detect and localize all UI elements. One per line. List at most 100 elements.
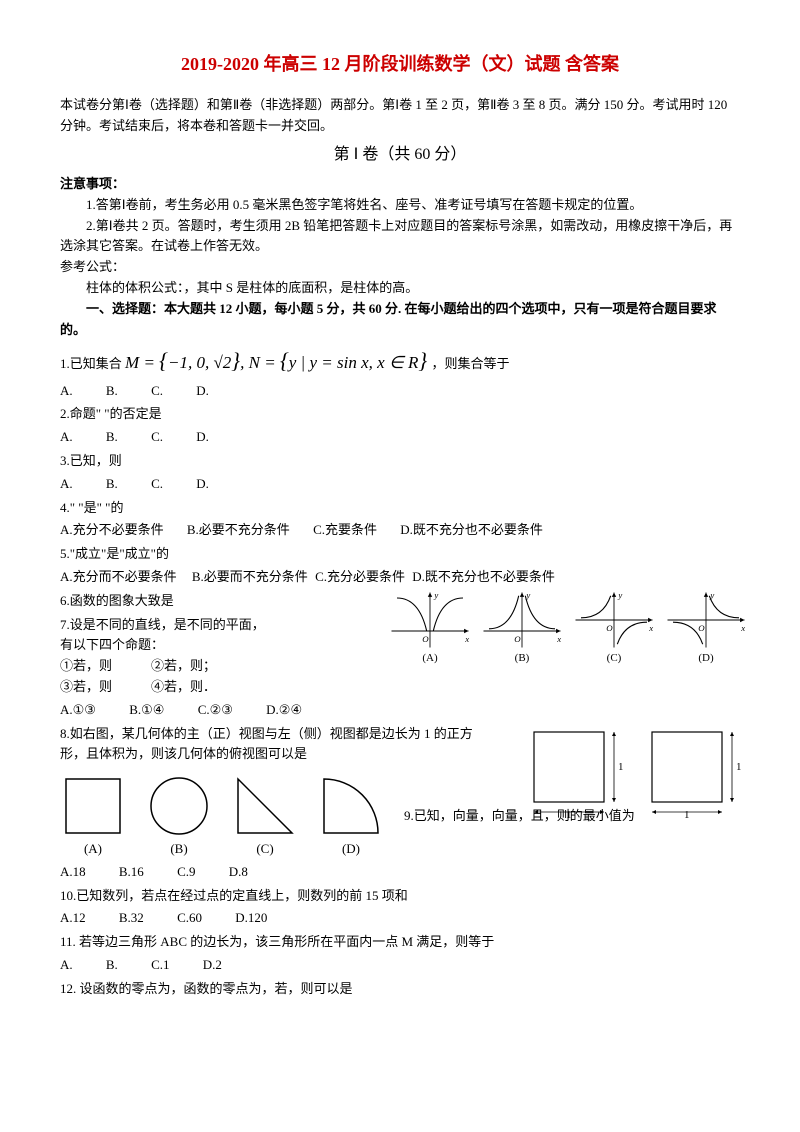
q1-options: A. B. C. D. [60,381,740,402]
opt-d: D.120 [235,910,267,925]
opt-c: C.60 [177,910,202,925]
opt-b: B.必要而不充分条件 [192,569,308,584]
graph-c-label: (C) [607,650,622,668]
q8-front-view: 1 1 [522,724,632,819]
opt-a: A. [60,383,73,398]
graph-a-label: (A) [422,650,437,668]
q7-line4: ③若，则 ④若，则． [60,677,740,698]
svg-text:x: x [740,623,745,633]
q10-options: A.12 B.32 C.60 D.120 [60,908,740,929]
intro-text: 本试卷分第Ⅰ卷（选择题）和第Ⅱ卷（非选择题）两部分。第Ⅰ卷 1 至 2 页，第Ⅱ… [60,95,740,137]
notice-1: 1.答第Ⅰ卷前，考生务必用 0.5 毫米黑色签字笔将姓名、座号、准考证号填写在答… [60,195,740,216]
q1-formula: M = {−1, 0, √2}, N = {y | y = sin x, x ∈… [125,353,431,372]
q3-options: A. B. C. D. [60,474,740,495]
dim-label: 1 [618,761,624,773]
dim-label: 1 [736,761,742,773]
opt-a: A.充分不必要条件 [60,522,164,537]
mc-heading: 一、选择题：本大题共 12 小题，每小题 5 分，共 60 分. 在每小题给出的… [60,299,740,341]
graph-c: x y O (C) [570,586,658,654]
opt-d: D.2 [203,957,222,972]
opt-a: A.18 [60,864,86,879]
svg-text:O: O [698,623,705,633]
opt-a: A.12 [60,910,86,925]
q9-options: A.18 B.16 C.9 D.8 [60,862,740,883]
q5-options: A.充分而不必要条件 B.必要而不充分条件 C.充分必要条件 D.既不充分也不必… [60,567,740,588]
svg-text:O: O [514,634,521,644]
question-10: 10.已知数列，若点在经过点的定直线上，则数列的前 15 项和 [60,886,740,907]
page-title: 2019-2020 年高三 12 月阶段训练数学（文）试题 含答案 [60,50,740,79]
section-1-title: 第 Ⅰ 卷（共 60 分） [60,142,740,168]
q1-stem: 1.已知集合 [60,356,122,371]
q1-tail: ，则集合等于 [431,356,509,371]
opt-a: A. [60,957,73,972]
q11-options: A. B. C.1 D.2 [60,955,740,976]
svg-text:O: O [422,634,429,644]
svg-text:y: y [617,590,622,600]
opt-a: A.①③ [60,702,96,717]
opt-b: B.16 [119,864,144,879]
shape-d: (D) [318,773,384,860]
opt-c: C.②③ [198,702,233,717]
q7-options: A.①③ B.①④ C.②③ D.②④ [60,700,740,721]
svg-text:x: x [464,634,469,644]
opt-c: C. [151,476,163,491]
question-8: 8.如右图，某几何体的主（正）视图与左（侧）视图都是边长为 1 的正方形，且体积… [60,724,480,766]
opt-b: B. [106,429,118,444]
opt-b: B.必要不充分条件 [187,522,290,537]
question-12: 12. 设函数的零点为，函数的零点为，若，则可以是 [60,979,740,1000]
graph-d: x y O (D) [662,586,750,654]
q2-options: A. B. C. D. [60,427,740,448]
opt-d: D.8 [229,864,248,879]
question-2: 2.命题" "的否定是 [60,404,740,425]
question-3: 3.已知，则 [60,451,740,472]
q7-line3: ①若，则 ②若，则； [60,656,740,677]
opt-b: B. [106,383,118,398]
dim-label: 1 [566,809,572,819]
q4-options: A.充分不必要条件 B.必要不充分条件 C.充要条件 D.既不充分也不必要条件 [60,520,740,541]
graph-b-label: (B) [515,650,530,668]
svg-text:x: x [648,623,653,633]
svg-text:O: O [606,623,613,633]
opt-a: A.充分而不必要条件 [60,569,177,584]
svg-text:x: x [556,634,561,644]
opt-d: D. [196,429,209,444]
graph-a: x y O (A) [386,586,474,654]
opt-d: D. [196,383,209,398]
shape-a: (A) [60,773,126,860]
question-5: 5."成立"是"成立"的 [60,544,740,565]
shape-c-label: (C) [232,839,298,860]
shape-d-label: (D) [318,839,384,860]
opt-b: B.①④ [129,702,164,717]
opt-b: B. [106,476,118,491]
question-4: 4." "是" "的 [60,498,740,519]
svg-text:y: y [709,590,714,600]
opt-c: C.充分必要条件 [315,569,405,584]
opt-c: C.1 [151,957,169,972]
shape-b: (B) [146,773,212,860]
q8-projection-views: 1 1 1 1 [522,724,750,819]
svg-text:y: y [433,590,438,600]
shape-a-label: (A) [60,839,126,860]
shape-b-label: (B) [146,839,212,860]
opt-d: D.既不充分也不必要条件 [412,569,555,584]
opt-b: B. [106,957,118,972]
graph-d-label: (D) [698,650,713,668]
opt-c: C.充要条件 [313,522,377,537]
q8-side-view: 1 1 [640,724,750,819]
opt-a: A. [60,476,73,491]
formula-heading: 参考公式： [60,257,740,278]
opt-d: D.既不充分也不必要条件 [400,522,543,537]
notice-heading: 注意事项： [60,174,740,195]
graph-b: x y O (B) [478,586,566,654]
opt-d: D.②④ [266,702,302,717]
opt-d: D. [196,476,209,491]
opt-c: C. [151,429,163,444]
dim-label: 1 [684,809,690,819]
formula-text: 柱体的体积公式：，其中 S 是柱体的底面积，是柱体的高。 [60,278,740,299]
question-1: 1.已知集合 M = {−1, 0, √2}, N = {y | y = sin… [60,343,740,378]
notice-2: 2.第Ⅰ卷共 2 页。答题时，考生须用 2B 铅笔把答题卡上对应题目的答案标号涂… [60,216,740,258]
opt-c: C. [151,383,163,398]
opt-a: A. [60,429,73,444]
function-graphs: x y O (A) x y O (B) [386,586,750,654]
opt-c: C.9 [177,864,195,879]
